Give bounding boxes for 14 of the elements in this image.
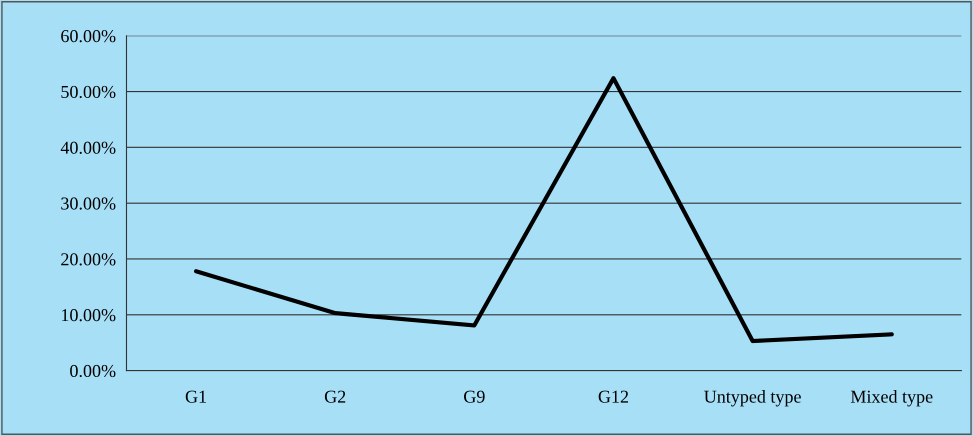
y-tick-label: 30.00% <box>61 197 116 210</box>
y-tick-label: 50.00% <box>61 86 116 98</box>
x-tick-label: G9 <box>464 390 485 403</box>
y-tick-label: 0.00% <box>70 364 116 378</box>
y-tick-label: 20.00% <box>61 253 116 266</box>
x-tick-label: Mixed type <box>850 390 932 406</box>
y-tick-label: 60.00% <box>61 30 116 42</box>
x-tick-label: G2 <box>324 390 346 403</box>
y-tick-label: 10.00% <box>62 309 116 322</box>
line-series <box>194 76 894 344</box>
x-tick-label: G12 <box>598 390 628 403</box>
x-tick-label: Untyped type <box>704 390 801 406</box>
y-tick-label: 40.00% <box>60 142 116 154</box>
x-tick-label: G1 <box>186 390 206 403</box>
